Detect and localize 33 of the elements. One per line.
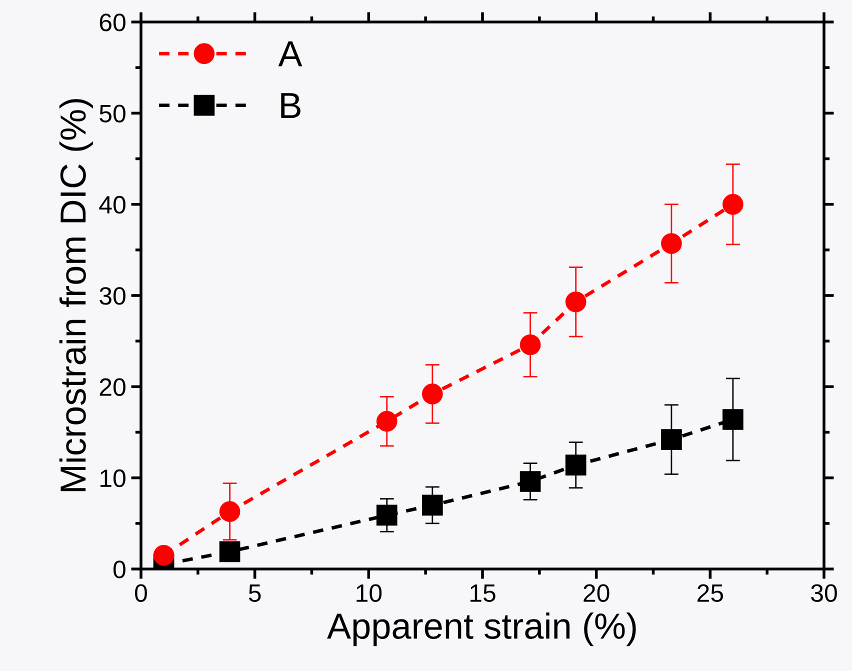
point bbox=[565, 454, 586, 476]
point bbox=[219, 541, 240, 562]
legend-label: A bbox=[278, 41, 302, 66]
point bbox=[376, 504, 398, 526]
legend-label: B bbox=[281, 93, 300, 118]
x-tick-label: 25 bbox=[698, 584, 724, 602]
y-tick-label: 10 bbox=[100, 469, 126, 488]
x-tick-label: 0 bbox=[135, 584, 147, 602]
y-tick-label: 0 bbox=[113, 560, 126, 578]
point bbox=[376, 410, 398, 432]
x-tick-label: 10 bbox=[356, 584, 382, 602]
y-tick-label: 20 bbox=[100, 378, 126, 396]
y-tick-label: 50 bbox=[100, 104, 126, 122]
point bbox=[722, 409, 744, 430]
y-tick-label: 40 bbox=[99, 196, 126, 214]
point bbox=[661, 233, 682, 254]
point bbox=[422, 494, 443, 516]
y-axis-title: Microstrain from DIC (%) bbox=[59, 99, 94, 492]
point bbox=[520, 471, 541, 492]
point bbox=[661, 429, 682, 450]
x-tick-label: 5 bbox=[248, 584, 261, 602]
point bbox=[219, 501, 240, 522]
x-tick-label: 15 bbox=[470, 584, 496, 602]
point bbox=[722, 194, 744, 215]
point bbox=[565, 291, 586, 312]
point bbox=[153, 544, 174, 566]
x-tick-label: 30 bbox=[811, 584, 837, 602]
point bbox=[520, 334, 541, 356]
y-tick-label: 30 bbox=[100, 287, 126, 305]
y-tick-label: 60 bbox=[100, 14, 126, 32]
point bbox=[422, 384, 443, 404]
x-tick-label: 20 bbox=[584, 584, 610, 602]
x-axis-title: Apparent strain (%) bbox=[327, 612, 636, 646]
